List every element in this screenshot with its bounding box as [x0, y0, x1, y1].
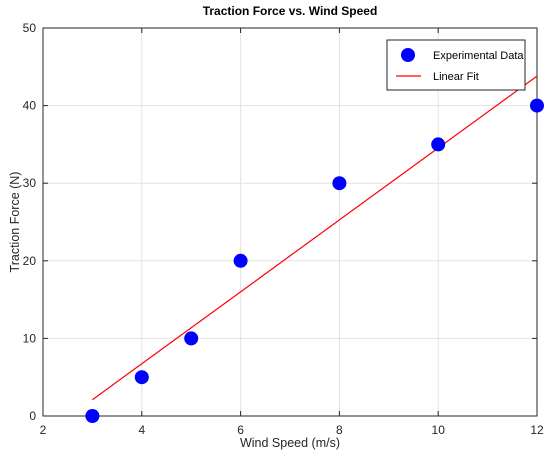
- linear-fit-line: [92, 75, 538, 401]
- x-tick-label: 8: [336, 423, 343, 437]
- x-tick-label: 12: [530, 423, 544, 437]
- x-axis-label: Wind Speed (m/s): [240, 436, 340, 450]
- data-marks: [85, 75, 544, 423]
- y-tick-label: 40: [23, 99, 37, 113]
- data-point: [530, 98, 544, 113]
- y-tick-label: 30: [23, 176, 37, 190]
- data-point: [431, 137, 446, 152]
- axis-ticks: 2 4 6 8 10 12 0 10 20 30 40 50: [23, 21, 544, 437]
- data-point: [184, 331, 199, 346]
- data-point: [85, 409, 100, 423]
- grid: [42, 27, 538, 417]
- data-point: [332, 176, 347, 191]
- legend-label-scatter: Experimental Data: [433, 50, 524, 62]
- x-tick-label: 6: [237, 423, 244, 437]
- x-tick-label: 4: [138, 423, 145, 437]
- plot-area-border: [42, 27, 538, 417]
- legend-label-line: Linear Fit: [433, 71, 479, 83]
- y-tick-label: 50: [23, 21, 37, 35]
- y-tick-label: 10: [23, 331, 37, 345]
- chart-title: Traction Force vs. Wind Speed: [203, 4, 378, 18]
- x-tick-label: 2: [40, 423, 47, 437]
- data-point: [134, 370, 149, 385]
- data-point: [233, 253, 248, 268]
- x-tick-label: 10: [432, 423, 446, 437]
- legend: Experimental Data Linear Fit: [386, 39, 526, 91]
- legend-scatter-marker: [401, 48, 415, 62]
- y-tick-label: 20: [23, 254, 37, 268]
- y-tick-label: 0: [29, 409, 36, 423]
- y-axis-label: Traction Force (N): [8, 172, 22, 273]
